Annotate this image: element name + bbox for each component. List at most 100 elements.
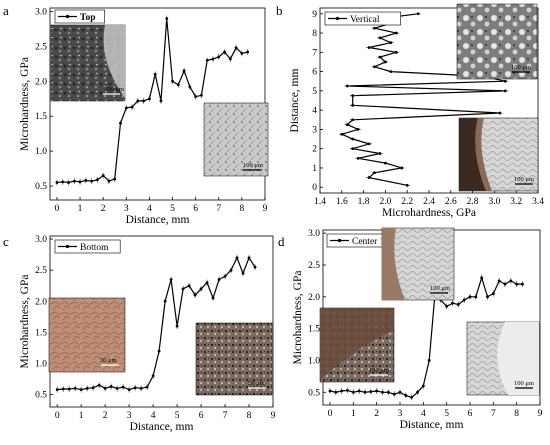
legend-label-a: Top (80, 13, 96, 23)
x-tick-label-b: 2.2 (401, 197, 413, 207)
x-tick-label-a: 5 (170, 204, 175, 214)
inset-image-d2: 100 μm (319, 307, 395, 383)
data-point-b (356, 156, 360, 160)
y-axis-label-d: Microhardness, GPa (292, 271, 304, 365)
data-point-c (109, 385, 113, 388)
data-point-a (176, 83, 180, 87)
legend-marker-c (65, 244, 70, 249)
data-point-a (119, 121, 122, 125)
data-point-d (474, 295, 478, 299)
data-point-c (241, 271, 245, 275)
data-point-b (378, 36, 382, 40)
x-tick-label-c: 1 (79, 411, 84, 421)
x-tick-label-c: 6 (199, 411, 204, 421)
data-point-d (462, 298, 466, 302)
data-point-b (351, 137, 355, 141)
x-tick-label-d: 2 (374, 409, 379, 419)
data-point-d (375, 389, 379, 393)
x-tick-label-a: 8 (240, 204, 245, 214)
y-tick-label-a: 2.0 (35, 77, 47, 87)
data-point-d (521, 282, 524, 286)
data-point-a (78, 180, 82, 184)
x-tick-label-b: 2.0 (379, 197, 391, 207)
x-tick-label-d: 3 (398, 409, 403, 419)
data-point-b (394, 50, 398, 54)
y-tick-label-a: 1.5 (35, 112, 47, 122)
data-point-c (229, 268, 233, 272)
data-point-a (171, 79, 174, 83)
data-point-a (101, 174, 105, 177)
data-point-d (363, 390, 367, 394)
x-tick-label-b: 1.4 (314, 197, 326, 207)
data-point-a (223, 50, 226, 54)
data-point-d (497, 279, 501, 283)
data-point-d (451, 301, 454, 305)
x-tick-label-c: 7 (223, 411, 228, 421)
y-tick-label-b: 3 (312, 125, 317, 135)
data-point-a (107, 179, 111, 183)
series-line-a (56, 18, 248, 184)
inset-image-b2: 100 μm (458, 117, 539, 192)
inset-d2-scale-label: 100 μm (369, 367, 389, 374)
y-tick-label-b: 2 (312, 145, 317, 155)
data-point-d (351, 390, 355, 394)
inset-a2-scale-label: 100 μm (243, 162, 263, 169)
data-point-d (334, 390, 338, 394)
data-point-a (194, 95, 198, 99)
data-point-a (61, 180, 65, 184)
data-point-c (205, 281, 209, 285)
data-point-b (367, 46, 371, 49)
data-point-a (153, 72, 157, 76)
x-tick-label-b: 2.4 (423, 197, 435, 207)
y-tick-label-c: 2.5 (35, 266, 47, 276)
data-point-c (253, 265, 257, 269)
data-point-b (498, 111, 502, 115)
data-point-c (199, 287, 203, 291)
y-tick-label-b: 9 (312, 10, 317, 20)
data-point-a (72, 179, 76, 183)
x-tick-label-b: 1.6 (336, 197, 348, 207)
inset-d3-scale-label: 100 μm (514, 380, 534, 387)
x-axis-label-a: Distance, mm (126, 214, 190, 226)
data-point-b (378, 55, 382, 59)
inset-image-c1: 50 μm (48, 297, 126, 373)
data-point-d (427, 359, 431, 362)
y-tick-label-c: 2.0 (35, 297, 47, 307)
x-tick-label-d: 7 (491, 409, 496, 419)
data-point-b (351, 118, 355, 122)
x-tick-label-a: 2 (101, 204, 106, 214)
data-point-a (159, 99, 163, 103)
data-point-a (240, 51, 244, 55)
data-point-a (234, 46, 238, 50)
inset-image-d1: 100 μm (381, 227, 455, 301)
data-point-d (386, 390, 390, 394)
data-point-d (357, 389, 361, 393)
x-tick-label-c: 8 (247, 411, 252, 421)
data-point-b (389, 70, 393, 73)
data-point-b (400, 166, 404, 170)
y-tick-label-d: 1.0 (308, 356, 320, 366)
data-point-d (480, 276, 484, 280)
y-tick-label-b: 1 (312, 164, 317, 174)
legend-box-b (324, 11, 401, 26)
data-point-a (55, 181, 59, 184)
data-point-c (103, 386, 107, 390)
panel-letter-b: b (276, 3, 283, 18)
legend-label-d: Center 1 (352, 237, 385, 247)
data-point-c (73, 386, 77, 390)
data-point-c (181, 287, 185, 291)
x-tick-label-a: 1 (78, 204, 83, 214)
y-axis-label-b: Distance, mm (289, 69, 301, 133)
x-tick-label-d: 5 (444, 409, 449, 419)
data-point-a (228, 57, 232, 61)
inset-c1-scale-label: 50 μm (100, 357, 117, 364)
data-point-d (509, 279, 513, 283)
data-point-c (79, 388, 83, 391)
y-tick-label-b: 7 (312, 48, 317, 58)
data-point-c (139, 386, 143, 390)
data-point-c (121, 385, 125, 389)
inset-image-d3: 100 μm (466, 321, 540, 396)
data-point-d (392, 392, 396, 396)
data-point-b (394, 31, 398, 35)
data-point-c (145, 385, 149, 389)
